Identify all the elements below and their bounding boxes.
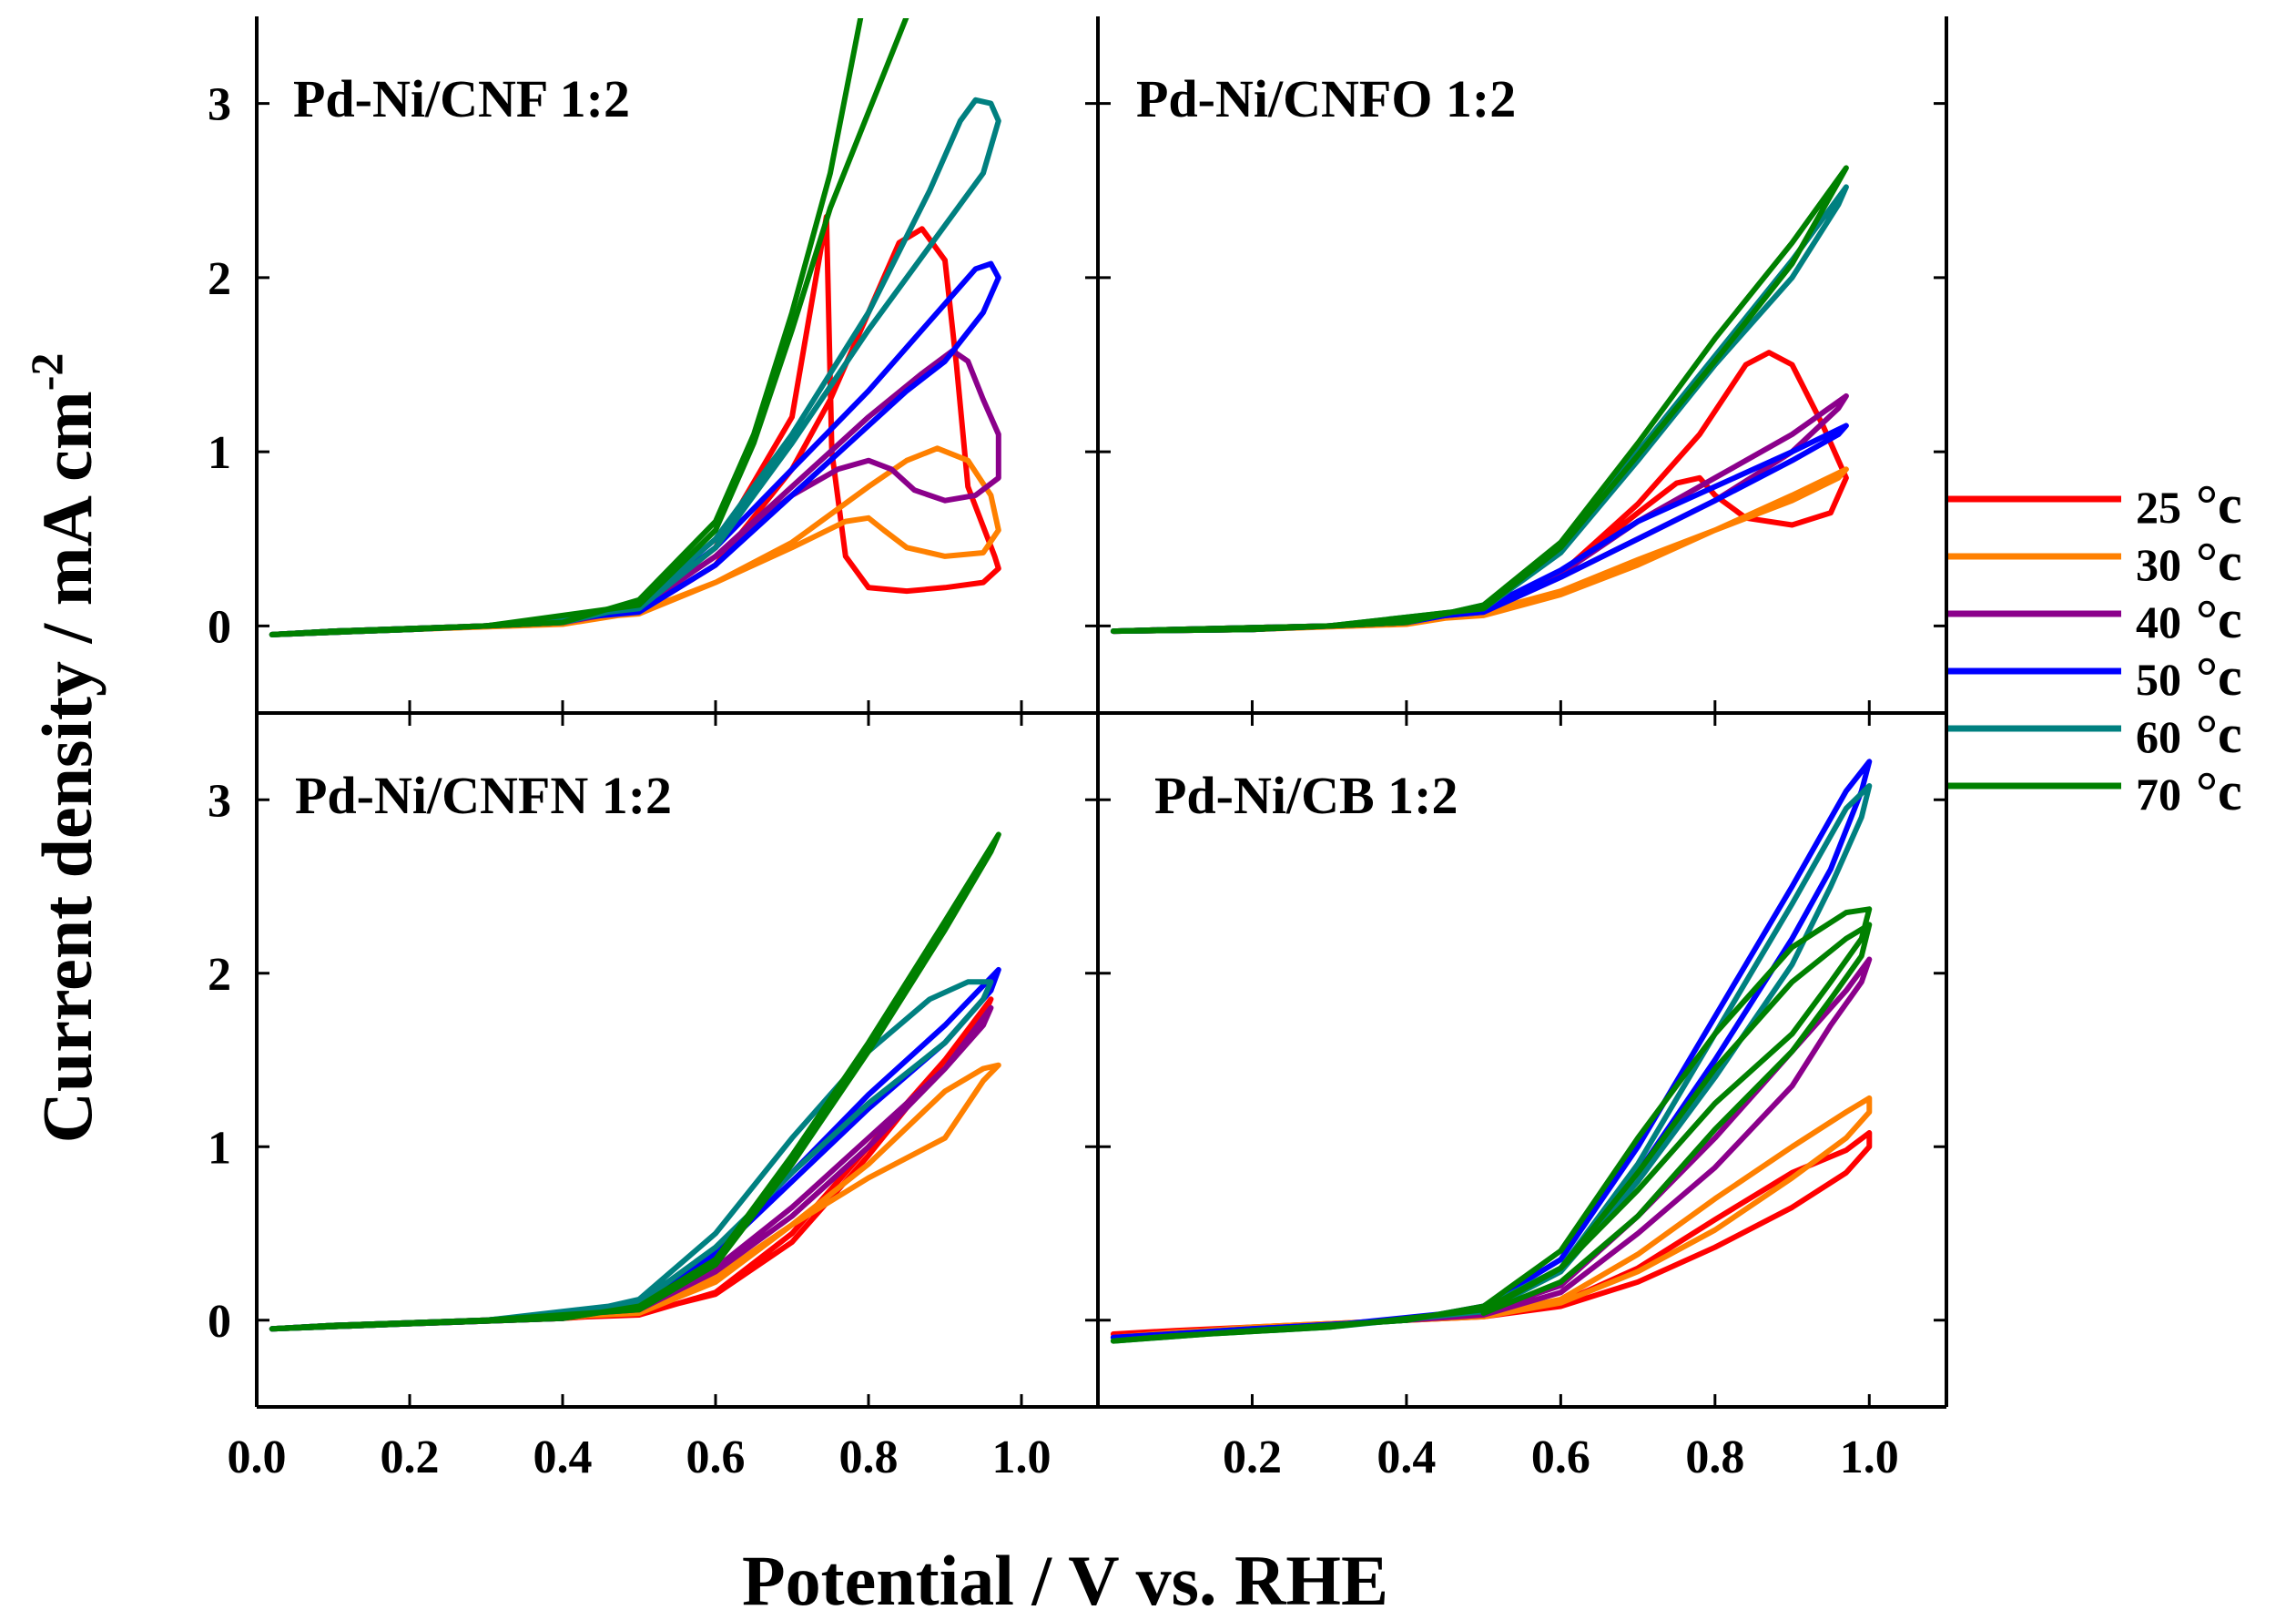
legend-label: 60	[2136, 711, 2181, 762]
y-tick-label: 3	[208, 79, 231, 131]
legend-unit: °c	[2196, 647, 2242, 707]
cv-curve-60c	[269, 979, 994, 1332]
cv-curve-30c	[269, 445, 1001, 637]
x-tick-label: 0.2	[1223, 1432, 1282, 1483]
panel-title: Pd-Ni/CNFN 1:2	[295, 766, 672, 825]
y-axis-title: Current density / mA cm-2	[21, 353, 107, 1144]
cv-curve-30c	[269, 1062, 1001, 1332]
legend-label: 25	[2136, 482, 2181, 533]
legend: 25 °c 30 °c 40 °c 50 °c 60 °c 70 °c	[1948, 474, 2242, 821]
cv-curve-70c	[269, 18, 909, 637]
cv-curve-60c	[1110, 184, 1849, 635]
panel-1-curves	[269, 18, 1001, 637]
panel-title: Pd-Ni/CB 1:2	[1154, 766, 1458, 825]
cv-curve-70c	[1110, 165, 1849, 635]
cv-curve-50c	[269, 260, 1001, 637]
y-tick-label: 2	[208, 253, 231, 305]
y-tick-label: 0	[208, 601, 231, 653]
cv-curve-50c	[1110, 759, 1873, 1340]
legend-unit: °c	[2196, 704, 2242, 764]
legend-unit: °c	[2196, 589, 2242, 649]
x-tick-label: 0.4	[533, 1432, 593, 1483]
panel-title: Pd-Ni/CNFO 1:2	[1136, 69, 1516, 128]
cv-curve-25c	[269, 213, 1001, 637]
legend-label: 40	[2136, 596, 2181, 647]
cv-curve-25c	[269, 996, 994, 1332]
cv-curve-40c	[269, 348, 1001, 637]
x-tick-label: 0.8	[1685, 1432, 1744, 1483]
legend-unit: °c	[2196, 532, 2242, 592]
panel-2-curves	[1110, 165, 1849, 635]
x-tick-label: 0.2	[381, 1432, 440, 1483]
x-tick-label: 1.0	[992, 1432, 1051, 1483]
labels-layer: 0 0 1 1 2 2 3 3 0.0 0.2 0.4 0.6 0.8 1.0 0.2 0.4 0.6 0.8 1.…	[21, 69, 1899, 1620]
legend-unit: °c	[2196, 474, 2242, 535]
panel-4-curves	[1110, 759, 1873, 1344]
cv-curve-50c	[1110, 423, 1849, 635]
legend-unit: °c	[2196, 761, 2242, 821]
panel-title: Pd-Ni/CNF 1:2	[293, 69, 630, 128]
curves-layer	[269, 18, 1873, 1344]
y-tick-label: 0	[208, 1296, 231, 1348]
y-axis-title-superscript: -2	[21, 353, 72, 392]
x-axis-title: Potential / V vs. RHE	[742, 1541, 1388, 1620]
x-tick-label: 0.0	[228, 1432, 287, 1483]
legend-label: 50	[2136, 654, 2181, 705]
x-tick-label: 0.6	[1531, 1432, 1590, 1483]
cv-curve-50c	[269, 966, 1001, 1332]
x-tick-label: 0.8	[839, 1432, 899, 1483]
y-tick-label: 3	[208, 775, 231, 827]
legend-label: 70	[2136, 769, 2181, 820]
axes-layer	[255, 16, 1948, 1409]
y-tick-label: 1	[208, 427, 231, 479]
legend-label: 30	[2136, 539, 2181, 590]
y-axis-title-text: Current density / mA cm	[27, 391, 107, 1143]
x-tick-label: 1.0	[1840, 1432, 1899, 1483]
cv-curve-70c	[1480, 922, 1873, 1317]
x-tick-label: 0.6	[686, 1432, 746, 1483]
cv-curve-70c	[269, 831, 1001, 1332]
panel-3-curves	[269, 831, 1001, 1332]
y-tick-label: 1	[208, 1122, 231, 1174]
y-tick-label: 2	[208, 949, 231, 1001]
x-tick-label: 0.4	[1377, 1432, 1436, 1483]
